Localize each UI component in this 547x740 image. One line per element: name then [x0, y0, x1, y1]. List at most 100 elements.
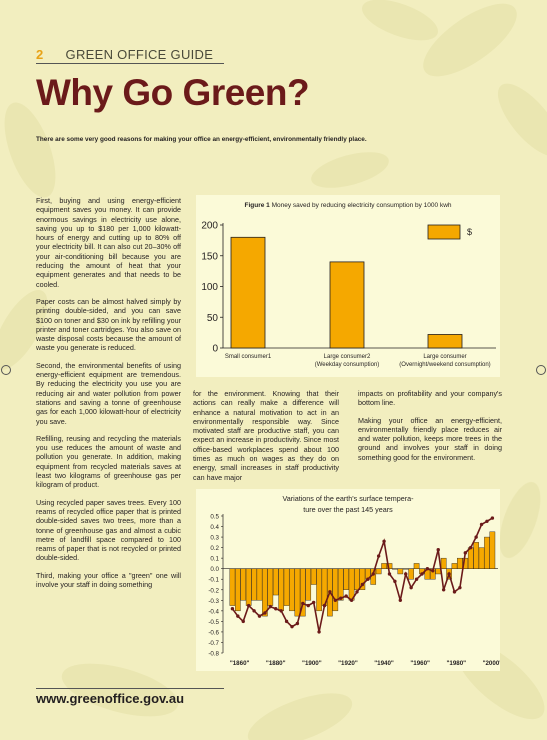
category-label: (Overnight/weekend consumption)	[399, 362, 490, 368]
temperature-bar	[316, 568, 322, 612]
trend-point	[349, 598, 354, 603]
x-tick-label: "1900"	[302, 660, 322, 667]
temperature-bar	[332, 568, 339, 612]
paragraph: impacts on profitability and your compan…	[358, 389, 502, 408]
trend-point	[274, 607, 278, 611]
registration-mark	[536, 365, 546, 375]
temperature-bar	[343, 568, 349, 590]
temperature-bar	[310, 568, 317, 585]
paragraph: Second, the environmental benefits of us…	[36, 360, 181, 426]
trend-point	[252, 609, 256, 613]
trend-point	[393, 579, 397, 584]
temperature-bar	[397, 568, 404, 575]
temperature-bar	[278, 568, 284, 612]
temperature-bar	[386, 563, 393, 569]
temperature-bar	[478, 547, 485, 569]
y-tick-label: 0.2	[210, 545, 219, 552]
trend-point	[458, 585, 462, 590]
y-tick-label: 0.5	[210, 514, 219, 521]
guide-title: GREEN OFFICE GUIDE	[65, 47, 214, 62]
temperature-bar	[462, 557, 469, 569]
trend-point	[447, 572, 451, 576]
y-tick-label: -0.4	[208, 608, 219, 615]
chart-title: ture over the past 145 years	[303, 505, 393, 514]
temperature-bar	[451, 563, 458, 569]
money-saved-chart: Figure 1 Money saved by reducing electri…	[201, 202, 496, 368]
trend-point	[311, 600, 316, 605]
temperature-bar	[289, 568, 295, 612]
x-tick-label: "1960"	[410, 660, 430, 667]
trend-point	[404, 572, 408, 576]
trend-point	[236, 614, 240, 618]
temperature-chart: Variations of the earth's surface temper…	[208, 494, 502, 667]
trend-point	[382, 539, 386, 543]
footer-url[interactable]: www.greenoffice.gov.au	[36, 691, 185, 706]
paragraph: Using recycled paper saves trees. Every …	[36, 497, 181, 563]
trend-point	[301, 601, 305, 606]
temperature-bar	[294, 568, 301, 617]
category-label: Large consumer2	[324, 354, 371, 360]
y-tick-label: -0.6	[208, 629, 219, 636]
temperature-bar	[392, 568, 398, 570]
y-tick-label: 50	[207, 313, 219, 324]
chart-title-text: Money saved by reducing electricity cons…	[272, 202, 452, 209]
x-tick-label: "1860"	[230, 660, 250, 667]
trend-point	[355, 590, 359, 594]
y-tick-label: -0.8	[208, 651, 219, 658]
header-rule	[36, 63, 224, 64]
paragraph: Paper costs can be almost halved simply …	[36, 296, 181, 353]
chart-title: Figure 1 Money saved by reducing electri…	[244, 202, 451, 209]
trend-point	[246, 603, 251, 608]
paragraph: for the environment. Knowing that their …	[193, 389, 339, 482]
y-tick-label: -0.3	[208, 598, 219, 605]
trend-point	[376, 554, 381, 558]
y-tick-label: -0.1	[208, 577, 219, 584]
trend-point	[339, 596, 343, 600]
y-tick-label: -0.2	[208, 587, 219, 594]
page-header: 2 GREEN OFFICE GUIDE	[36, 47, 213, 62]
left-column: First, buying and using energy-efficient…	[36, 196, 181, 597]
trend-point	[436, 548, 440, 552]
temperature-bar	[240, 568, 247, 601]
footer-rule	[36, 688, 224, 689]
trend-point	[387, 572, 392, 576]
trend-point	[328, 590, 332, 594]
trend-point	[279, 609, 283, 613]
trend-point	[398, 598, 403, 603]
temperature-bar	[262, 568, 268, 617]
temperature-bar	[489, 531, 496, 569]
trend-point	[322, 603, 327, 608]
temperature-bar	[229, 568, 236, 606]
temperature-bar	[300, 568, 306, 617]
temperature-bar	[402, 568, 409, 570]
trend-point	[295, 621, 300, 626]
temperature-bar	[267, 568, 274, 606]
temperature-bar	[413, 563, 420, 569]
temperature-bar	[440, 557, 447, 569]
right-column: impacts on profitability and your compan…	[358, 389, 502, 470]
temperature-bar	[435, 568, 442, 575]
paragraph: First, buying and using energy-efficient…	[36, 196, 181, 289]
temperature-bar	[348, 568, 355, 601]
temperature-bar	[457, 557, 463, 569]
temperature-bar	[359, 568, 366, 590]
temperature-bar	[354, 568, 360, 590]
temperature-bar	[408, 568, 414, 580]
y-tick-label: 0.0	[210, 566, 219, 573]
trend-point	[409, 585, 413, 590]
paragraph: Making your office an energy-efficient, …	[358, 415, 502, 462]
temperature-bar	[283, 568, 290, 606]
page-number: 2	[36, 47, 44, 62]
registration-mark	[1, 365, 11, 375]
trend-point	[344, 594, 348, 598]
trend-point	[474, 535, 478, 539]
intro-text: There are some very good reasons for mak…	[36, 136, 367, 143]
temperature-bar	[484, 536, 490, 569]
x-tick-label: "1880"	[266, 660, 286, 667]
trend-point	[241, 619, 245, 624]
temperature-bar	[245, 568, 252, 606]
temperature-bar	[256, 568, 263, 601]
trend-point	[290, 624, 294, 629]
temperature-bar	[305, 568, 312, 601]
